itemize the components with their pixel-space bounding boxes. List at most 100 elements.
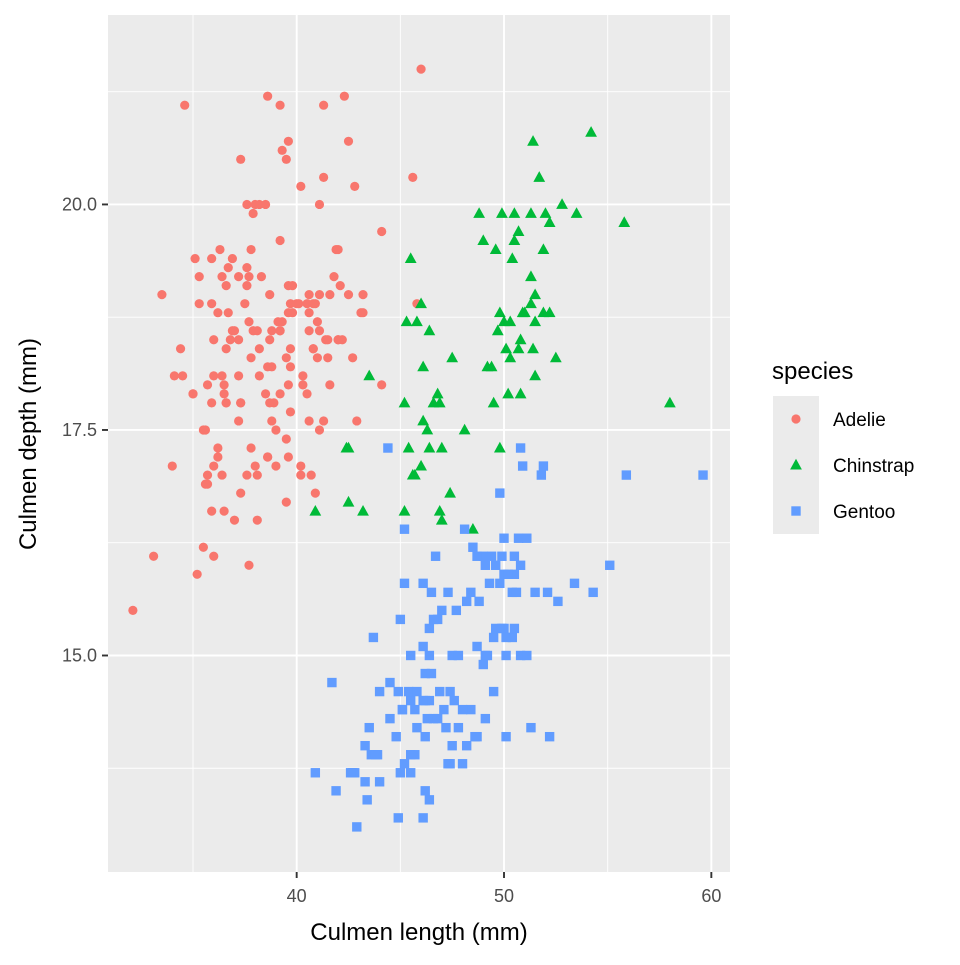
major-gridlines <box>108 15 730 872</box>
data-point-gentoo <box>536 470 547 480</box>
data-point-gentoo <box>491 560 501 570</box>
data-point-adelie <box>250 461 260 471</box>
data-point-adelie <box>319 416 329 426</box>
data-point-adelie <box>267 326 277 336</box>
data-point-adelie <box>213 452 223 462</box>
data-point-gentoo <box>385 713 395 724</box>
data-point-chinstrap <box>458 423 471 435</box>
data-point-chinstrap <box>549 351 562 363</box>
data-point-adelie <box>377 226 387 237</box>
data-point-adelie <box>229 326 240 336</box>
data-point-gentoo <box>522 533 532 543</box>
data-point-gentoo <box>364 722 374 733</box>
data-point-gentoo <box>480 560 491 570</box>
data-point-gentoo <box>542 587 553 598</box>
data-point-adelie <box>285 407 296 417</box>
data-point-gentoo <box>472 641 482 652</box>
data-point-adelie <box>200 479 211 489</box>
data-point-gentoo <box>327 677 337 688</box>
data-point-gentoo <box>383 443 393 453</box>
data-point-gentoo <box>422 713 432 724</box>
data-point-adelie <box>287 281 298 291</box>
data-point-adelie <box>202 470 213 480</box>
data-point-adelie <box>242 199 252 210</box>
data-point-gentoo <box>393 813 403 823</box>
data-point-chinstrap <box>663 396 676 408</box>
data-point-adelie <box>223 262 233 273</box>
data-point-chinstrap <box>514 333 527 345</box>
data-point-gentoo <box>345 768 356 778</box>
data-point-gentoo <box>424 695 435 706</box>
data-point-adelie <box>314 326 325 336</box>
data-point-gentoo <box>374 686 385 697</box>
data-point-adelie <box>263 362 273 372</box>
data-point-adelie <box>248 326 258 336</box>
data-point-adelie <box>333 335 343 345</box>
data-point-adelie <box>217 272 227 282</box>
data-point-adelie <box>234 335 244 345</box>
data-point-adelie <box>292 299 302 309</box>
data-point-gentoo <box>497 623 507 634</box>
legend-key-gentoo <box>791 506 801 516</box>
data-point-chinstrap <box>417 414 430 426</box>
data-point-gentoo <box>501 731 511 742</box>
data-point-gentoo <box>495 488 505 498</box>
data-point-adelie <box>343 290 354 300</box>
data-point-chinstrap <box>518 306 531 318</box>
data-point-chinstrap <box>527 135 539 146</box>
data-point-adelie <box>188 389 198 399</box>
data-point-chinstrap <box>512 225 525 236</box>
data-point-gentoo <box>453 650 464 661</box>
data-point-gentoo <box>420 731 430 742</box>
data-point-gentoo <box>399 524 410 534</box>
data-point-chinstrap <box>467 523 479 534</box>
data-point-chinstrap <box>525 297 537 309</box>
y-tick-label: 17.5 <box>62 420 97 440</box>
data-point-chinstrap <box>533 171 546 182</box>
data-point-gentoo <box>509 569 520 580</box>
data-point-adelie <box>283 452 293 462</box>
y-axis-ticks: 15.0 17.5 20.0 <box>62 194 108 665</box>
data-point-chinstrap <box>411 315 423 327</box>
data-point-adelie <box>169 371 179 381</box>
data-point-adelie <box>281 497 291 507</box>
data-point-gentoo <box>426 668 437 679</box>
data-point-adelie <box>283 136 293 146</box>
data-point-adelie <box>190 253 200 264</box>
data-point-chinstrap <box>402 441 415 453</box>
data-point-gentoo <box>501 650 511 661</box>
data-point-chinstrap <box>537 306 550 318</box>
data-point-adelie <box>265 398 275 408</box>
x-axis-title: Culmen length (mm) <box>310 919 527 946</box>
plot-panel <box>108 15 730 872</box>
data-point-gentoo <box>410 704 420 715</box>
data-point-adelie <box>252 515 262 525</box>
data-point-adelie <box>209 335 219 345</box>
data-point-adelie <box>256 272 267 282</box>
data-point-gentoo <box>530 587 540 598</box>
data-point-adelie <box>312 317 323 327</box>
data-point-adelie <box>314 199 325 210</box>
data-point-gentoo <box>420 786 430 796</box>
data-point-gentoo <box>391 731 401 742</box>
data-point-gentoo <box>385 677 395 688</box>
data-point-gentoo <box>491 623 501 634</box>
data-point-chinstrap <box>529 288 541 300</box>
data-point-adelie <box>263 452 273 462</box>
data-point-adelie <box>234 272 244 282</box>
data-point-gentoo <box>451 605 462 616</box>
data-point-gentoo <box>406 650 416 661</box>
data-point-gentoo <box>474 596 484 607</box>
data-point-gentoo <box>428 614 439 625</box>
data-point-adelie <box>244 560 254 570</box>
data-point-chinstrap <box>529 369 541 381</box>
data-point-adelie <box>348 353 358 363</box>
y-axis-title: Culmen depth (mm) <box>15 338 42 550</box>
data-point-chinstrap <box>512 342 525 354</box>
data-point-adelie <box>221 344 231 354</box>
data-point-chinstrap <box>415 297 427 309</box>
data-point-gentoo <box>466 704 476 715</box>
data-point-gentoo <box>418 695 428 706</box>
data-point-gentoo <box>445 686 455 697</box>
data-point-adelie <box>234 371 244 381</box>
